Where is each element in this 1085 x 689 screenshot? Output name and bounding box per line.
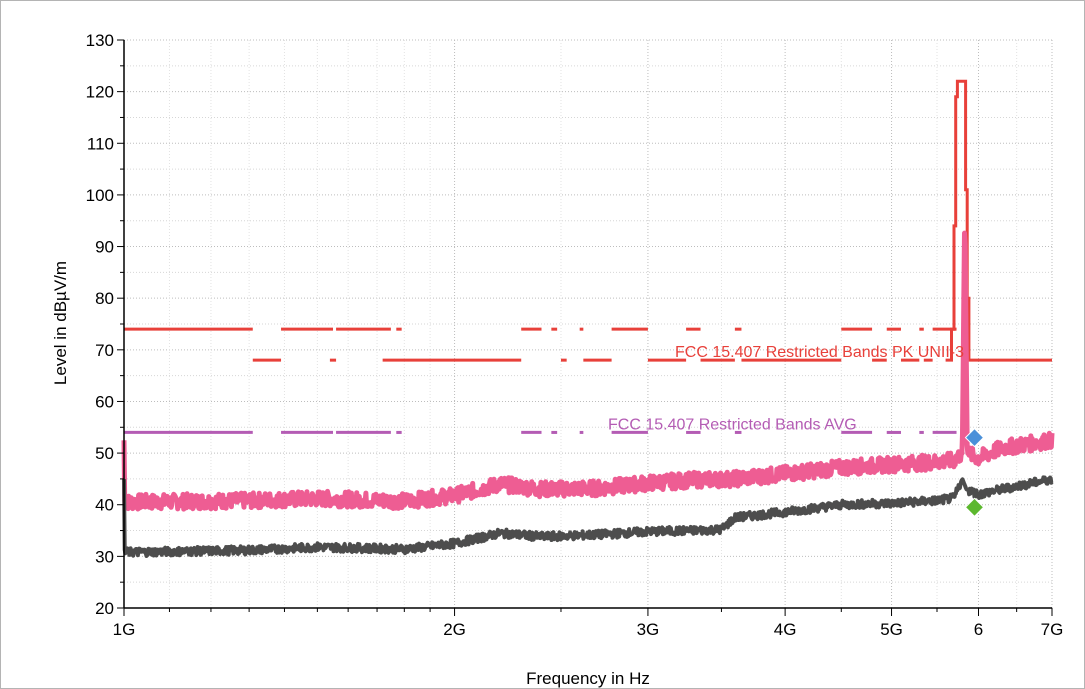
axes [117, 39, 1053, 616]
y-tick-label: 110 [87, 134, 114, 153]
y-tick-label: 100 [86, 186, 114, 205]
marker-diamond [964, 497, 985, 518]
grid [123, 39, 1053, 609]
limit-line-labels: FCC 15.407 Restricted Bands PK UNII-3 FCC… [608, 344, 964, 433]
y-axis-title: Level in dBµV/m [51, 261, 70, 385]
y-tick-label: 20 [95, 599, 114, 618]
y-tick-label: 40 [95, 496, 114, 515]
y-tick-label: 30 [95, 547, 114, 566]
x-axis-title: Frequency in Hz [526, 669, 650, 688]
y-tick-label: 70 [95, 341, 114, 360]
y-tick-label: 80 [95, 289, 114, 308]
pk-limit-label: FCC 15.407 Restricted Bands PK UNII-3 [675, 344, 964, 361]
peak-trace [121, 230, 1055, 512]
y-tick-label: 90 [95, 238, 114, 257]
x-tick-label: 1G [113, 620, 136, 639]
y-tick-label: 50 [95, 444, 114, 463]
limit-lines [124, 79, 1052, 434]
x-tick-label: 3G [637, 620, 660, 639]
y-tick-label: 60 [95, 392, 114, 411]
average-trace [122, 475, 1054, 558]
markers [964, 427, 985, 518]
tick-labels: 20 30 40 50 60 70 80 90 100 110 120 130 1G 2G 3G 4G 5G 6 7… [86, 31, 1064, 639]
x-tick-label: 4G [774, 620, 797, 639]
y-tick-label: 120 [86, 83, 114, 102]
x-tick-label: 2G [443, 620, 466, 639]
avg-limit-label: FCC 15.407 Restricted Bands AVG [608, 416, 857, 433]
measurement-traces [121, 230, 1055, 558]
y-tick-label: 130 [86, 31, 114, 50]
x-tick-label: 7G [1041, 620, 1064, 639]
x-tick-label: 6 [974, 620, 983, 639]
x-tick-label: 5G [880, 620, 903, 639]
marker-diamond [964, 427, 985, 448]
